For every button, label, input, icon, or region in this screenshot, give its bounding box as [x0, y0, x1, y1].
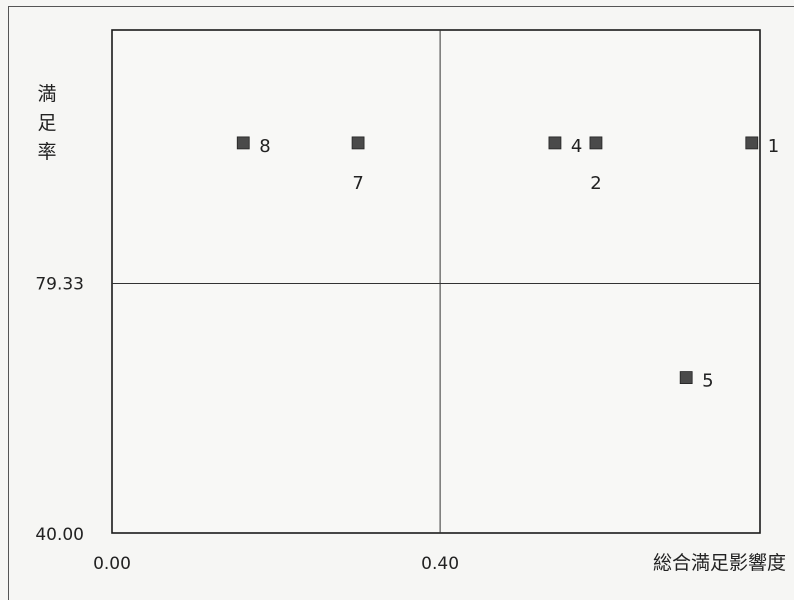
- y-tick-label-0: 40.00: [35, 525, 84, 545]
- data-label-1: 1: [768, 136, 779, 157]
- data-label-2: 2: [590, 173, 601, 194]
- x-tick-label-1: 0.40: [421, 554, 459, 574]
- data-label-8: 8: [259, 136, 270, 157]
- data-label-5: 5: [702, 371, 713, 392]
- data-label-4: 4: [571, 136, 582, 157]
- y-tick-label-1: 79.33: [35, 275, 84, 295]
- data-points: 1 24 5 7 8: [236, 136, 779, 392]
- data-point-4: [548, 136, 562, 150]
- data-point-8: [236, 136, 250, 150]
- data-point-1: [745, 136, 759, 150]
- data-point-2: [589, 136, 603, 150]
- x-axis-label: 総合満足影響度: [653, 552, 786, 574]
- y-axis-label-char-2: 足: [37, 112, 56, 134]
- y-axis-label-char-3: 率: [37, 141, 56, 163]
- data-label-7: 7: [352, 173, 363, 194]
- x-tick-label-0: 0.00: [93, 554, 131, 574]
- y-axis-label-char-1: 満: [37, 83, 56, 105]
- data-point-7: [351, 136, 365, 150]
- data-point-5: [679, 371, 693, 384]
- plot-area: [111, 29, 761, 534]
